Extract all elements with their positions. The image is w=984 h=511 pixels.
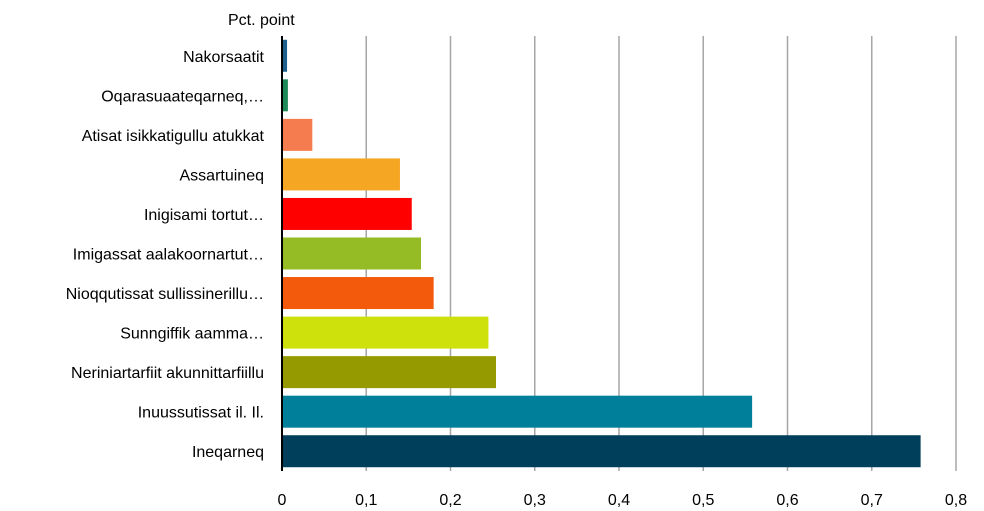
x-tick-label: 0 bbox=[278, 492, 287, 509]
category-label: Imigassat aalakoornartut… bbox=[73, 247, 264, 264]
category-label: Inigisami tortut… bbox=[144, 207, 264, 224]
category-label: Ineqarneq bbox=[192, 444, 264, 461]
category-label: Oqarasuaateqarneq,… bbox=[101, 88, 264, 105]
bar bbox=[282, 277, 434, 310]
bar bbox=[282, 237, 422, 270]
x-tick-labels: 0 0,1 0,2 0,3 0,4 0,5 0,6 0,7 0,8 bbox=[278, 492, 968, 509]
x-tick-label: 0,1 bbox=[355, 492, 377, 509]
bar bbox=[282, 79, 288, 112]
x-tick-label: 0,7 bbox=[861, 492, 883, 509]
x-tick-label: 0,8 bbox=[945, 492, 967, 509]
bar bbox=[282, 158, 400, 191]
bar bbox=[282, 356, 496, 389]
category-label: Nakorsaatit bbox=[183, 49, 264, 66]
bar bbox=[282, 316, 489, 349]
unit-label: Pct. point bbox=[228, 12, 295, 29]
bar bbox=[282, 197, 412, 230]
bars bbox=[282, 39, 921, 468]
category-label: Atisat isikkatigullu atukkat bbox=[82, 128, 265, 145]
x-tick-label: 0,6 bbox=[776, 492, 798, 509]
category-label: Neriniartarfiit akunnittarfiillu bbox=[71, 365, 264, 382]
x-tick-label: 0,3 bbox=[524, 492, 546, 509]
category-label: Inuussutissat il. Il. bbox=[138, 405, 264, 422]
bar bbox=[282, 395, 753, 428]
x-tick-label: 0,2 bbox=[439, 492, 461, 509]
category-label: Nioqqutissat sullissinerillu… bbox=[66, 286, 264, 303]
bar bbox=[282, 435, 921, 468]
bar bbox=[282, 118, 313, 151]
x-tick-label: 0,5 bbox=[692, 492, 714, 509]
category-label: Assartuineq bbox=[180, 167, 265, 184]
gridlines bbox=[365, 36, 957, 471]
x-tick-label: 0,4 bbox=[608, 492, 630, 509]
bar bbox=[282, 39, 288, 72]
category-labels: Nakorsaatit Oqarasuaateqarneq,… Atisat isi… bbox=[66, 49, 265, 461]
category-label: Sunngiffik aamma… bbox=[120, 326, 264, 343]
